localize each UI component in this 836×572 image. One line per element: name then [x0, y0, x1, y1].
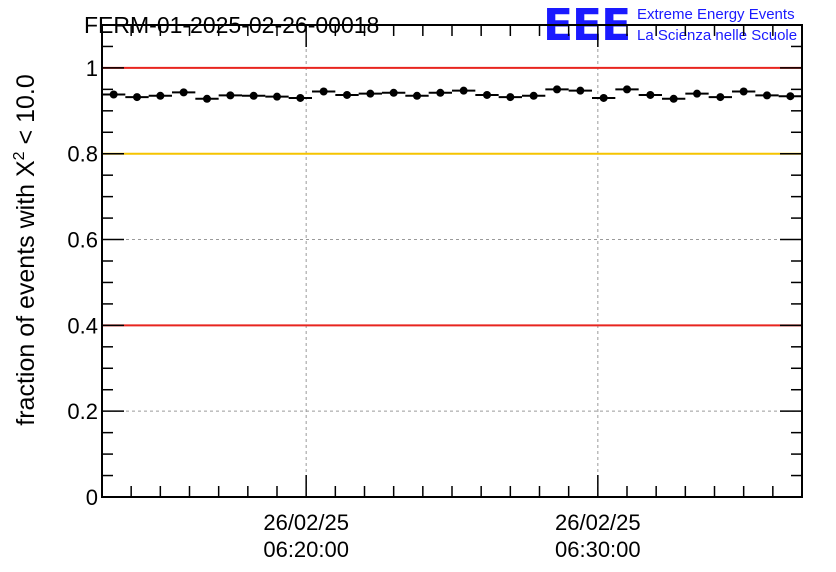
marker-15	[459, 86, 468, 95]
marker-13	[413, 91, 421, 100]
marker-10	[343, 90, 351, 99]
logo-line-2: La Scienza nelle Scuole	[637, 27, 797, 44]
data-point-2	[148, 91, 172, 100]
data-point-1	[125, 93, 149, 102]
x-tick-label-time-0: 06:20:00	[263, 537, 349, 562]
marker-9	[319, 87, 328, 96]
marker-17	[506, 93, 515, 102]
data-point-26	[708, 93, 732, 102]
axes	[101, 24, 803, 498]
y-tick-label-4: 0.8	[67, 142, 98, 167]
marker-27	[739, 87, 748, 96]
data-point-23	[638, 90, 662, 99]
data-point-20	[568, 86, 592, 95]
marker-6	[249, 91, 258, 100]
marker-8	[296, 93, 305, 102]
data-point-9	[312, 87, 336, 96]
marker-3	[179, 88, 188, 97]
data-point-5	[218, 91, 242, 100]
marker-23	[646, 90, 655, 99]
data-point-14	[428, 88, 452, 97]
data-point-11	[358, 89, 382, 98]
y-tick-label-1: 0.2	[67, 399, 98, 424]
marker-18	[529, 91, 538, 100]
data-point-28	[755, 91, 779, 100]
data-point-10	[335, 90, 359, 99]
data-point-16	[475, 90, 499, 99]
y-tick-label-0: 0	[86, 485, 98, 510]
logo-line-1: Extreme Energy Events	[637, 6, 795, 23]
data-point-6	[242, 91, 266, 100]
data-point-27	[732, 87, 756, 96]
y-tick-label-2: 0.4	[67, 313, 98, 338]
y-axis-label-tail: < 10.0	[12, 74, 40, 151]
data-point-22	[615, 85, 639, 94]
data-point-7	[265, 92, 289, 101]
y-axis-label: fraction of events with X2 < 10.0	[11, 74, 40, 425]
marker-14	[436, 88, 445, 97]
marker-28	[763, 91, 771, 100]
marker-20	[576, 86, 585, 95]
data-point-0	[102, 90, 126, 99]
y-tick-labels: 0 0.2 0.4 0.6 0.8 1	[67, 56, 98, 510]
marker-19	[553, 85, 561, 94]
marker-26	[716, 93, 725, 102]
data-point-8	[288, 93, 312, 102]
y-tick-label-5: 1	[86, 56, 98, 81]
data-point-18	[522, 91, 546, 100]
x-tick-label-time-1: 06:30:00	[555, 537, 641, 562]
marker-22	[623, 85, 631, 94]
marker-12	[389, 88, 398, 97]
data-point-19	[545, 85, 569, 94]
data-points	[102, 85, 802, 103]
marker-16	[483, 90, 491, 99]
data-point-29	[778, 92, 802, 101]
marker-5	[226, 91, 235, 100]
y-axis-label-main: fraction of events with X	[12, 160, 40, 426]
data-point-17	[498, 93, 522, 102]
marker-21	[599, 93, 608, 102]
data-point-15	[452, 86, 476, 95]
marker-29	[786, 92, 795, 101]
marker-1	[133, 93, 141, 102]
marker-24	[669, 94, 678, 103]
reference-lines	[102, 66, 802, 327]
data-point-13	[405, 91, 429, 100]
marker-0	[109, 90, 118, 99]
data-point-12	[382, 88, 406, 97]
marker-11	[366, 89, 375, 98]
marker-4	[203, 94, 211, 103]
data-point-4	[195, 94, 219, 103]
x-tick-label-date-1: 26/02/25	[555, 510, 641, 535]
data-point-3	[172, 88, 196, 97]
marker-7	[273, 92, 281, 101]
y-tick-label-3: 0.6	[67, 228, 98, 253]
data-point-21	[592, 93, 616, 102]
data-point-25	[685, 89, 709, 98]
data-point-24	[662, 94, 686, 103]
marker-2	[156, 91, 165, 100]
y-axis-label-sup: 2	[11, 151, 28, 160]
marker-25	[693, 89, 701, 98]
x-tick-label-date-0: 26/02/25	[263, 510, 349, 535]
